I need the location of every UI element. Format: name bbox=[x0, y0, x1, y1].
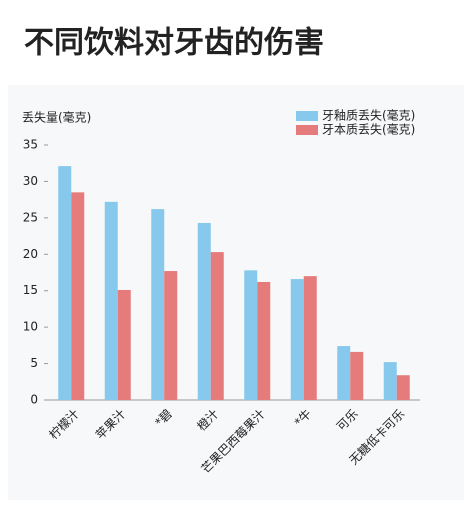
y-tick-label: 5 bbox=[30, 356, 38, 370]
bar bbox=[117, 289, 131, 400]
y-tick-label: 30 bbox=[23, 174, 38, 188]
bar bbox=[197, 222, 211, 400]
y-tick-label: 20 bbox=[23, 247, 38, 261]
chart-title: 不同饮料对牙齿的伤害 bbox=[24, 26, 324, 61]
y-tick-label: 15 bbox=[23, 283, 38, 297]
y-tick-label: 0 bbox=[30, 393, 38, 407]
y-tick-label: 35 bbox=[23, 138, 38, 152]
bar bbox=[244, 270, 258, 400]
bar bbox=[58, 166, 72, 400]
bar bbox=[383, 362, 397, 400]
bar bbox=[290, 279, 304, 400]
bar bbox=[164, 271, 178, 400]
legend-swatch bbox=[296, 111, 318, 121]
bar bbox=[104, 201, 118, 400]
bar bbox=[257, 281, 271, 400]
bar bbox=[337, 346, 351, 400]
y-tick-label: 10 bbox=[23, 320, 38, 334]
legend-label: 牙本质丢失(毫克) bbox=[322, 122, 415, 137]
y-tick-label: 25 bbox=[23, 210, 38, 224]
legend-label: 牙釉质丢失(毫克) bbox=[322, 108, 415, 123]
bar bbox=[303, 276, 317, 400]
bar bbox=[350, 351, 364, 400]
bar bbox=[396, 375, 410, 400]
bar bbox=[210, 252, 224, 400]
legend-swatch bbox=[296, 125, 318, 135]
y-axis-label: 丢失量(毫克) bbox=[22, 110, 91, 125]
bar bbox=[151, 209, 165, 400]
bar bbox=[71, 192, 85, 400]
